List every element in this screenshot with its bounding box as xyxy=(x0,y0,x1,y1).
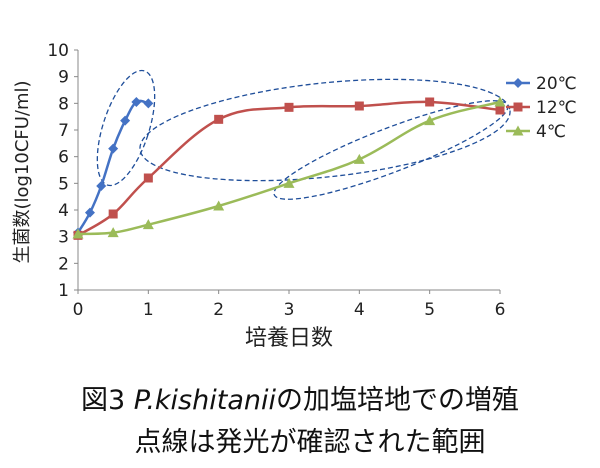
y-tick-label: 8 xyxy=(58,94,69,114)
data-point-20c xyxy=(96,181,107,191)
luminescence-regions xyxy=(96,69,511,200)
data-point-4c xyxy=(424,115,436,126)
data-point-4c xyxy=(494,96,506,107)
legend-label: 4℃ xyxy=(536,122,566,142)
data-point-4c xyxy=(72,228,84,239)
data-point-4c xyxy=(107,227,119,238)
y-tick-label: 6 xyxy=(58,148,69,168)
y-tick-label: 5 xyxy=(58,174,69,194)
data-point-4c xyxy=(142,219,154,230)
x-axis-ticks: 0 1 2 3 4 5 6 xyxy=(73,290,506,320)
luminescence-region-4c xyxy=(273,100,509,200)
x-tick-label: 6 xyxy=(495,300,506,320)
legend-item-20c: 20℃ xyxy=(506,74,577,94)
x-tick-label: 4 xyxy=(354,300,365,320)
data-point-12c xyxy=(495,105,505,115)
y-tick-label: 1 xyxy=(58,281,69,301)
x-tick-label: 2 xyxy=(213,300,224,320)
data-point-20c xyxy=(120,115,131,126)
data-point-20c xyxy=(108,143,119,154)
series-4c xyxy=(72,96,506,239)
data-point-4c xyxy=(283,177,295,188)
legend-marker xyxy=(513,102,523,112)
luminescence-region-12c xyxy=(139,78,511,182)
data-point-4c xyxy=(353,153,365,164)
legend: 20℃ 12℃ 4℃ xyxy=(506,74,577,142)
data-point-20c xyxy=(84,207,95,218)
y-axis-label: 生菌数(log10CFU/ml) xyxy=(12,80,33,263)
luminescence-region-20c xyxy=(96,69,156,187)
data-point-12c xyxy=(108,209,118,219)
data-point-12c xyxy=(425,97,435,107)
x-tick-label: 5 xyxy=(424,300,435,320)
caption-line-1: 図3 P.kishitaniiの加塩培地での増殖 xyxy=(0,378,600,417)
legend-label: 20℃ xyxy=(536,74,577,94)
legend-item-12c: 12℃ xyxy=(506,98,577,118)
series-layer xyxy=(72,96,506,240)
legend-item-4c: 4℃ xyxy=(506,122,566,142)
series-line-12c xyxy=(77,100,501,237)
x-axis-label: 培養日数 xyxy=(245,326,333,351)
y-tick-label: 10 xyxy=(47,41,69,61)
x-tick-label: 0 xyxy=(73,300,84,320)
y-axis-ticks: 1 2 3 4 5 6 7 8 9 10 xyxy=(47,41,78,301)
caption-species: P.kishitanii xyxy=(133,385,276,416)
data-point-12c xyxy=(284,102,294,112)
y-tick-label: 3 xyxy=(58,228,69,248)
legend-marker xyxy=(513,78,523,88)
legend-marker xyxy=(512,125,524,136)
y-tick-label: 7 xyxy=(58,121,69,141)
legend-label: 12℃ xyxy=(536,98,577,118)
series-line-4c xyxy=(77,100,501,236)
data-point-12c xyxy=(214,114,224,124)
caption-figure-number: 図3 xyxy=(81,385,134,416)
x-tick-label: 1 xyxy=(143,300,154,320)
caption-description: の加塩培地での増殖 xyxy=(275,385,519,416)
data-point-20c xyxy=(131,97,142,107)
series-12c xyxy=(73,97,505,240)
caption-line-2: 点線は発光が確認された範囲 xyxy=(134,427,486,458)
y-tick-label: 9 xyxy=(58,68,69,88)
data-point-20c xyxy=(143,98,154,109)
y-tick-label: 4 xyxy=(58,201,69,221)
y-tick-label: 2 xyxy=(58,254,69,274)
data-point-12c xyxy=(143,173,153,183)
x-tick-label: 3 xyxy=(284,300,295,320)
data-point-4c xyxy=(213,200,225,211)
data-point-12c xyxy=(354,101,364,111)
